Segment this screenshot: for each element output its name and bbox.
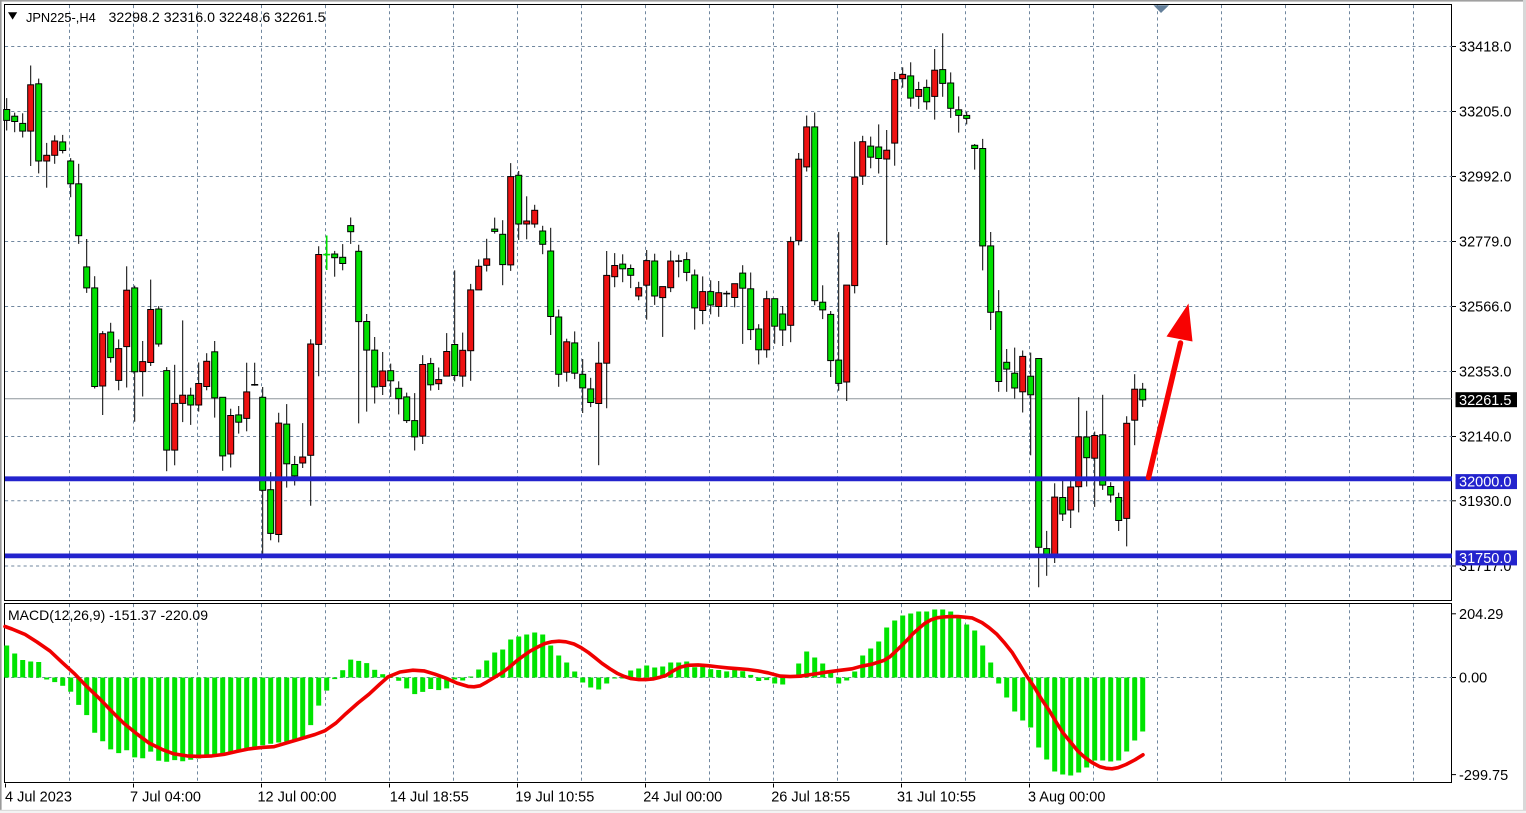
svg-text:24 Jul 00:00: 24 Jul 00:00 xyxy=(643,790,722,806)
svg-text:32000.0: 32000.0 xyxy=(1459,475,1511,491)
svg-text:33205.0: 33205.0 xyxy=(1459,105,1511,121)
svg-text:3 Aug 00:00: 3 Aug 00:00 xyxy=(1028,790,1105,806)
svg-text:14 Jul 18:55: 14 Jul 18:55 xyxy=(390,790,469,806)
svg-text:32992.0: 32992.0 xyxy=(1459,170,1511,186)
svg-text:-299.75: -299.75 xyxy=(1459,768,1508,784)
svg-text:31930.0: 31930.0 xyxy=(1459,494,1511,510)
svg-text:32779.0: 32779.0 xyxy=(1459,235,1511,251)
svg-text:32566.0: 32566.0 xyxy=(1459,300,1511,316)
svg-text:26 Jul 18:55: 26 Jul 18:55 xyxy=(771,790,850,806)
svg-text:JPN225-,H4: JPN225-,H4 xyxy=(26,10,96,25)
svg-text:MACD(12,26,9) -151.37 -220.09: MACD(12,26,9) -151.37 -220.09 xyxy=(8,607,208,623)
svg-text:32353.0: 32353.0 xyxy=(1459,365,1511,381)
svg-text:31750.0: 31750.0 xyxy=(1459,551,1511,567)
svg-text:0.00: 0.00 xyxy=(1459,671,1487,687)
svg-text:7 Jul 04:00: 7 Jul 04:00 xyxy=(130,790,201,806)
svg-text:204.29: 204.29 xyxy=(1459,607,1503,623)
svg-text:12 Jul 00:00: 12 Jul 00:00 xyxy=(257,790,336,806)
svg-text:19 Jul 10:55: 19 Jul 10:55 xyxy=(515,790,594,806)
svg-text:31 Jul 10:55: 31 Jul 10:55 xyxy=(897,790,976,806)
svg-text:33418.0: 33418.0 xyxy=(1459,40,1511,56)
svg-text:4 Jul 2023: 4 Jul 2023 xyxy=(5,790,72,806)
svg-text:32261.5: 32261.5 xyxy=(1459,393,1511,409)
svg-text:32298.2 32316.0 32248.6 32261.: 32298.2 32316.0 32248.6 32261.5 xyxy=(109,10,326,26)
svg-text:32140.0: 32140.0 xyxy=(1459,430,1511,446)
